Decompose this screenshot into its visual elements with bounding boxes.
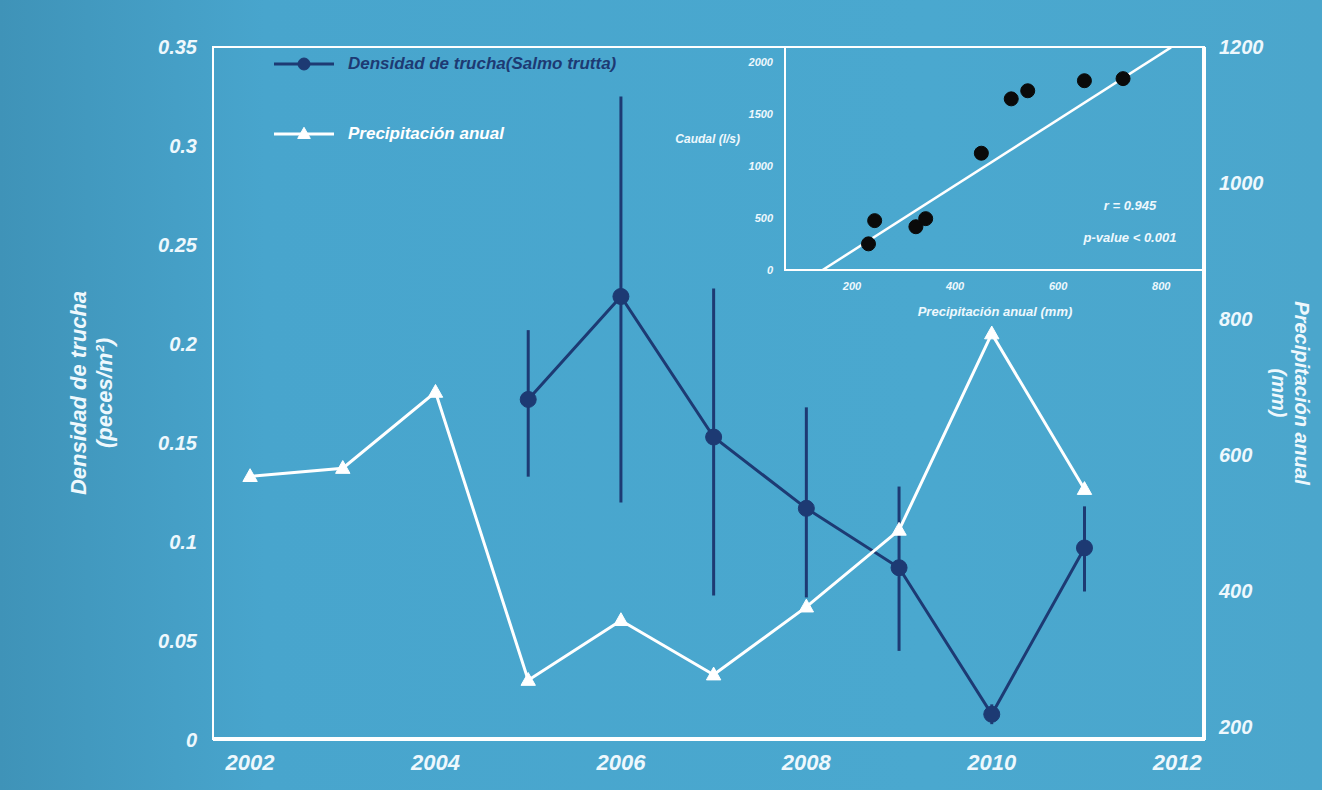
svg-text:2012: 2012 bbox=[1152, 750, 1203, 775]
svg-text:800: 800 bbox=[1219, 308, 1252, 330]
svg-text:0.15: 0.15 bbox=[158, 432, 198, 454]
html-text:p-value < 0.001: p-value < 0.001 bbox=[1083, 230, 1177, 245]
svg-text:2000: 2000 bbox=[748, 56, 774, 68]
html-text:Densidad de trucha (peces/m²): Densidad de trucha (peces/m²) bbox=[66, 290, 117, 496]
svg-text:2006: 2006 bbox=[595, 750, 646, 775]
svg-text:1000: 1000 bbox=[749, 160, 774, 172]
svg-text:2008: 2008 bbox=[781, 750, 832, 775]
svg-text:0: 0 bbox=[186, 729, 197, 751]
svg-text:1500: 1500 bbox=[749, 108, 774, 120]
svg-text:2002: 2002 bbox=[225, 750, 276, 775]
svg-text:0.1: 0.1 bbox=[169, 531, 197, 553]
svg-text:0.2: 0.2 bbox=[169, 333, 197, 355]
html-text:Precipitación anual (mm): Precipitación anual (mm) bbox=[1268, 301, 1313, 485]
svg-text:400: 400 bbox=[1218, 580, 1252, 602]
html-text:Precipitación anual (mm): Precipitación anual (mm) bbox=[917, 304, 1073, 319]
svg-text:2004: 2004 bbox=[410, 750, 460, 775]
svg-text:0.3: 0.3 bbox=[169, 135, 197, 157]
svg-text:500: 500 bbox=[755, 212, 774, 224]
html-text:r = 0.945: r = 0.945 bbox=[1103, 198, 1157, 213]
html-text:Densidad de trucha(Salmo trutt: Densidad de trucha(Salmo trutta) bbox=[348, 54, 617, 73]
svg-text:200: 200 bbox=[842, 280, 862, 292]
svg-text:0.05: 0.05 bbox=[158, 630, 198, 652]
svg-text:2010: 2010 bbox=[966, 750, 1017, 775]
svg-text:200: 200 bbox=[1218, 716, 1252, 738]
html-text:Precipitación anual: Precipitación anual bbox=[348, 124, 504, 143]
svg-text:400: 400 bbox=[945, 280, 965, 292]
svg-text:600: 600 bbox=[1049, 280, 1068, 292]
svg-text:1000: 1000 bbox=[1219, 172, 1264, 194]
html-text:Caudal (l/s): Caudal (l/s) bbox=[675, 132, 740, 146]
svg-text:0: 0 bbox=[767, 264, 774, 276]
svg-text:0.25: 0.25 bbox=[158, 234, 198, 256]
svg-text:1200: 1200 bbox=[1219, 36, 1264, 58]
svg-text:800: 800 bbox=[1152, 280, 1171, 292]
svg-text:600: 600 bbox=[1219, 444, 1252, 466]
svg-text:0.35: 0.35 bbox=[158, 36, 198, 58]
